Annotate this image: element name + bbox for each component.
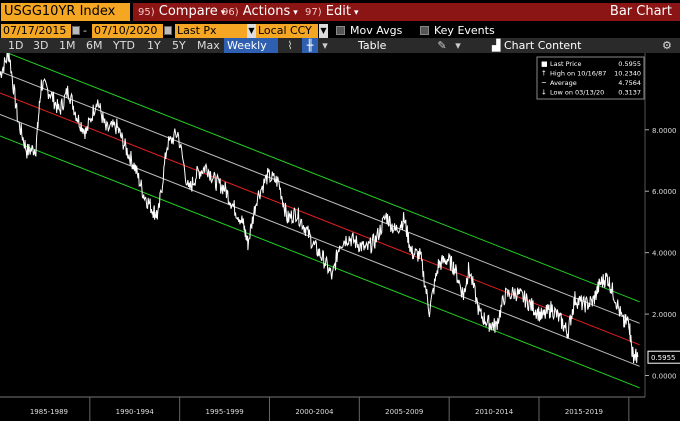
chart-legend: ■ Last Price 0.5955 ↑ High on 10/16/87 10.234… xyxy=(536,56,645,100)
compare-number: 95) xyxy=(138,7,155,18)
chevron-down-icon[interactable]: ▼ xyxy=(319,24,328,38)
chevron-down-icon: ▾ xyxy=(353,8,359,18)
period-5y[interactable]: 5Y xyxy=(172,39,186,52)
legend-value: 0.3137 xyxy=(618,89,641,97)
frequency-select[interactable]: Weekly ▼ xyxy=(224,38,278,67)
chart-background xyxy=(0,53,680,421)
compare-menu[interactable]: 95) Compare ▾ xyxy=(138,3,225,21)
last-price-box xyxy=(647,350,680,364)
mov-avgs-checkbox[interactable] xyxy=(336,26,345,35)
x-tick-label: 1995-1999 xyxy=(206,408,244,416)
pencil-icon[interactable]: ✎ xyxy=(437,39,447,52)
legend-label: Low on 03/13/20 xyxy=(550,89,604,97)
bar-chart-icon[interactable]: ╫ xyxy=(302,38,318,53)
x-tick-label: 2010-2014 xyxy=(475,408,514,416)
key-events-label: Key Events xyxy=(434,24,495,37)
chevron-down-icon: ▾ xyxy=(293,8,298,18)
calendar-icon[interactable] xyxy=(164,26,172,35)
actions-label: Actions xyxy=(242,4,291,19)
legend-square-icon: ■ xyxy=(541,60,548,68)
price-series-line xyxy=(0,53,639,364)
compare-label: Compare xyxy=(158,4,218,19)
chevron-down-icon[interactable]: ▼ xyxy=(247,24,256,38)
edit-number: 97) xyxy=(305,7,322,18)
period-1y[interactable]: 1Y xyxy=(147,39,161,52)
y-tick-label: 2.0000 xyxy=(652,311,677,319)
currency-select[interactable]: Local CCY xyxy=(256,24,318,38)
period-max[interactable]: Max xyxy=(197,39,220,52)
chart-area: 0.0000 2.0000 4.0000 6.0000 8.0000 0.5955 1985… xyxy=(0,53,680,421)
calendar-icon[interactable] xyxy=(72,26,80,35)
chevron-down-icon: ▾ xyxy=(220,8,226,18)
legend-label: Average xyxy=(550,79,577,87)
x-tick-label: 2000-2004 xyxy=(295,408,334,416)
mov-avgs-label: Mov Avgs xyxy=(350,24,403,37)
edit-label: Edit xyxy=(325,4,351,19)
price-field-select[interactable]: Last Px xyxy=(175,24,247,38)
x-tick-label: 1985-1989 xyxy=(30,408,68,416)
chevron-down-icon[interactable]: ▾ xyxy=(322,39,328,52)
actions-menu[interactable]: 96) Actions ▾ xyxy=(222,3,298,21)
legend-label: High on 10/16/87 xyxy=(550,70,606,78)
x-tick-label: 2005-2009 xyxy=(385,408,423,416)
period-1d[interactable]: 1D xyxy=(8,39,24,52)
x-tick-label: 2015-2019 xyxy=(565,408,603,416)
inner-band-upper-line xyxy=(0,70,640,324)
x-tick-label: 1990-1994 xyxy=(116,408,155,416)
last-price-marker: 0.5955 xyxy=(647,350,680,364)
y-tick-label: 6.0000 xyxy=(652,188,677,196)
legend-down-arrow-icon: ↓ xyxy=(541,89,547,97)
chart-content-button[interactable]: ▟ Chart Content xyxy=(492,38,581,53)
legend-avg-icon: ~ xyxy=(541,79,547,87)
period-toolbar: 1D 3D 1M 6M YTD 1Y 5Y Max Weekly ▼ ⌇ ╫ ▾… xyxy=(0,38,680,67)
actions-number: 96) xyxy=(222,7,239,18)
chart-content-label: Chart Content xyxy=(503,39,582,52)
gear-icon[interactable]: ⚙ xyxy=(662,39,672,52)
period-1m[interactable]: 1M xyxy=(59,39,76,52)
frequency-label: Weekly xyxy=(227,39,267,52)
period-3d[interactable]: 3D xyxy=(33,39,49,52)
y-tick-label: 0.0000 xyxy=(652,373,677,381)
table-button[interactable]: Table xyxy=(358,39,387,52)
function-menu-bar xyxy=(133,3,680,21)
date-range-separator: - xyxy=(83,24,87,37)
legend-up-arrow-icon: ↑ xyxy=(541,70,547,78)
period-ytd[interactable]: YTD xyxy=(113,39,135,52)
start-date-field[interactable]: 07/17/2015 xyxy=(1,24,71,38)
legend-value: 4.7564 xyxy=(618,79,641,87)
chart-type-title: Bar Chart xyxy=(609,4,672,19)
chart-content-icon: ▟ xyxy=(492,39,501,52)
end-date-field[interactable]: 07/10/2020 xyxy=(92,24,163,38)
legend-value: 0.5955 xyxy=(618,60,641,68)
line-chart-icon[interactable]: ⌇ xyxy=(287,39,293,52)
legend-box xyxy=(536,56,645,100)
outer-band-upper-line xyxy=(6,53,640,303)
x-axis-band xyxy=(0,397,680,421)
ticker-field[interactable]: USGG10YR Index xyxy=(1,3,130,21)
title-bar: USGG10YR Index 95) Compare ▾ 96) Actions ▾… xyxy=(0,0,680,24)
inner-band-lower-line xyxy=(0,113,640,367)
key-events-checkbox[interactable] xyxy=(420,26,429,35)
period-6m[interactable]: 6M xyxy=(86,39,103,52)
y-tick-label: 4.0000 xyxy=(652,250,677,258)
legend-label: Last Price xyxy=(550,60,581,68)
outer-band-lower-line xyxy=(0,135,640,389)
x-axis: 1985-1989 1990-1994 1995-1999 2000-2004 2005… xyxy=(0,396,680,421)
y-tick-label: 8.0000 xyxy=(652,127,677,135)
legend-value: 10.2340 xyxy=(614,70,641,78)
last-price-label: 0.5955 xyxy=(651,354,676,362)
chevron-down-icon[interactable]: ▾ xyxy=(455,39,461,52)
edit-menu[interactable]: 97) Edit ▾ xyxy=(305,3,359,21)
settings-row: 07/17/2015 - 07/10/2020 Last Px ▼ Local … xyxy=(0,24,680,38)
